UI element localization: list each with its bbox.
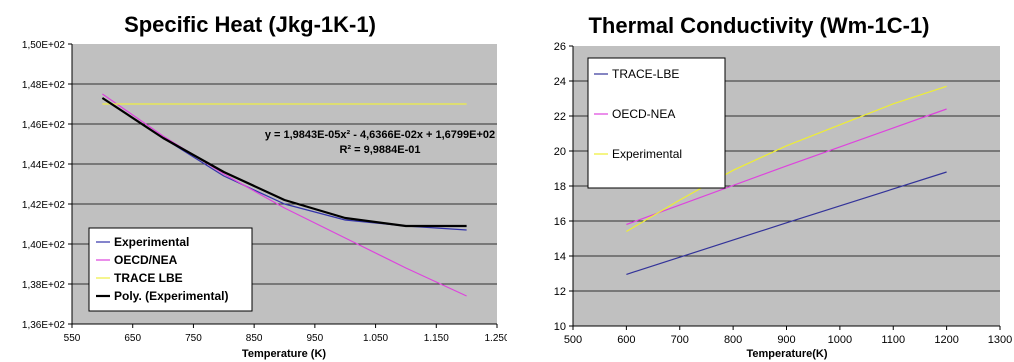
r-squared-label: R² = 9,9884E-01 [339,144,420,156]
x-axis-label: Temperature(K) [746,348,827,360]
y-tick-label: 22 [554,111,566,123]
legend-label: OECD/NEA [114,253,178,267]
series-line-poly-experimental- [101,97,467,228]
x-tick-label: 800 [724,334,742,346]
specific-heat-chart: Specific Heat (Jkg-1K-1) 1,36E+02 1,38E+0… [22,12,507,360]
y-tick-label: 1,48E+02 [22,80,66,91]
y-tick-label: 1,42E+02 [22,200,66,211]
series-line-oecd-nea [626,108,947,226]
thermal-conductivity-chart: Thermal Conductivity (Wm-1C-1) 10 12 14 16 1… [554,13,1012,360]
legend-box [587,57,726,189]
series-line-trace-lbe [626,171,947,275]
y-tick-label: 26 [554,41,566,53]
x-tick-label: 700 [671,334,689,346]
legend-label: TRACE-LBE [612,67,679,81]
y-tick-label: 1,36E+02 [22,320,66,331]
y-tick-label: 1,38E+02 [22,280,66,291]
x-tick-label: 850 [246,333,263,344]
trendline-equation: y = 1,9843E-05x² - 4,6366E-02x + 1,6799E… [265,129,495,141]
series-line-oecd-nea [102,93,467,297]
y-tick-label: 20 [554,146,566,158]
legend-label: Experimental [114,235,189,249]
legend: Experimental OECD/NEA TRACE LBE Poly. (Expe… [88,227,253,312]
x-tick-label: 1100 [881,334,905,346]
y-tick-label: 14 [554,251,566,263]
legend-label: Poly. (Experimental) [114,289,228,303]
legend-label: OECD-NEA [612,107,675,121]
x-axis-label: Temperature (K) [242,348,326,360]
series-line-experimental [626,85,947,233]
x-tick-label: 1200 [934,334,958,346]
chart-title: Specific Heat (Jkg-1K-1) [124,12,376,37]
legend-label: Experimental [612,147,682,161]
y-tick-label: 24 [554,76,566,88]
y-tick-label: 1,40E+02 [22,240,66,251]
x-tick-label: 550 [64,333,81,344]
y-tick-label: 1,50E+02 [22,40,66,51]
x-tick-label: 900 [777,334,795,346]
x-tick-label: 650 [124,333,141,344]
x-tick-label: 950 [307,333,324,344]
y-tick-label: 12 [554,286,566,298]
x-tick-label: 1.150 [424,333,449,344]
legend-label: TRACE LBE [114,271,183,285]
x-tick-label: 1000 [828,334,852,346]
x-tick-label: 1.250 [484,333,507,344]
x-tick-label: 500 [564,334,582,346]
legend: TRACE-LBE OECD-NEA Experimental [587,57,726,189]
x-tick-label: 1300 [988,334,1012,346]
y-tick-label: 1,46E+02 [22,120,66,131]
chart-title: Thermal Conductivity (Wm-1C-1) [588,13,929,38]
y-tick-label: 1,44E+02 [22,160,66,171]
x-tick-label: 600 [617,334,635,346]
x-tick-label: 1.050 [363,333,388,344]
legend-box [88,227,253,312]
y-tick-label: 16 [554,216,566,228]
y-tick-label: 10 [554,321,566,333]
x-tick-label: 750 [185,333,202,344]
y-tick-label: 18 [554,181,566,193]
